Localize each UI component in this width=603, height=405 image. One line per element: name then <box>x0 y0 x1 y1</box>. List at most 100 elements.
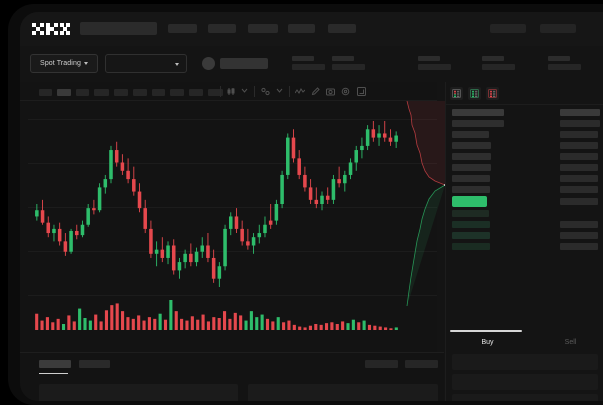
bid-price <box>452 243 490 250</box>
timeframe-chip-4[interactable] <box>114 89 128 96</box>
okx-logo-icon[interactable] <box>32 23 70 35</box>
settings-gear-icon[interactable] <box>341 87 350 96</box>
chevron-down-icon[interactable] <box>276 87 283 94</box>
top-navigation-bar <box>20 12 603 46</box>
nav-item-more[interactable] <box>328 24 356 33</box>
timeframe-chip-3[interactable] <box>94 89 109 96</box>
pencil-icon[interactable] <box>311 87 320 96</box>
toolbar-divider <box>254 86 255 97</box>
nav-item-trade[interactable] <box>208 24 236 33</box>
order-book-bid-row[interactable] <box>446 230 603 241</box>
order-book-ask-row[interactable] <box>446 151 603 162</box>
orderbook-view-modes <box>450 87 499 100</box>
last-price-value <box>452 196 487 207</box>
timeframe-chip-5[interactable] <box>133 89 147 96</box>
bid-price <box>452 221 490 228</box>
ask-price <box>452 120 504 127</box>
camera-icon[interactable] <box>326 87 335 96</box>
ask-price <box>452 131 489 138</box>
order-book-ask-row[interactable] <box>446 173 603 184</box>
timeframe-chip-2[interactable] <box>76 89 89 96</box>
tab-order-history[interactable] <box>79 360 110 368</box>
order-book-ask-row[interactable] <box>446 140 603 151</box>
order-book-ask-row[interactable] <box>446 162 603 173</box>
timeframe-chip-8[interactable] <box>189 89 203 96</box>
toolbar-divider <box>220 86 221 97</box>
ask-amount <box>560 120 600 127</box>
chevron-down-icon[interactable] <box>241 87 248 94</box>
timeframe-chip-0[interactable] <box>39 89 52 96</box>
timeframe-chip-1[interactable] <box>57 89 71 96</box>
timeframe-chip-9[interactable] <box>208 89 223 96</box>
last-price-amount <box>560 198 598 205</box>
panel-divider <box>446 104 603 105</box>
stat-low-24h <box>482 56 515 70</box>
trade-side-tabs: Buy Sell <box>446 334 603 350</box>
market-depth-overlay <box>406 101 445 312</box>
trading-pair-name <box>220 58 268 69</box>
order-book-bid-row[interactable] <box>446 241 603 252</box>
order-book-ask-row[interactable] <box>446 118 603 129</box>
timeframe-chip-7[interactable] <box>170 89 184 96</box>
order-book-ask-row[interactable] <box>446 184 603 195</box>
orders-panel <box>20 352 444 401</box>
nav-item-earn[interactable] <box>288 24 315 33</box>
tab-open-orders[interactable] <box>39 360 71 368</box>
device-bezel: Spot Trading <box>8 4 603 405</box>
coin-avatar-icon <box>202 57 215 70</box>
ask-price <box>452 142 491 149</box>
active-tab-underline <box>39 373 68 374</box>
order-book-rows[interactable] <box>446 107 603 252</box>
stat-label <box>418 56 440 61</box>
chart-gridline <box>28 251 437 252</box>
ask-amount <box>560 153 598 160</box>
stat-label <box>548 56 570 61</box>
orderbook-mode-asks-icon[interactable] <box>486 87 499 100</box>
column-header-amount <box>560 109 600 116</box>
trading-pair-select[interactable] <box>105 54 187 73</box>
stat-high-24h <box>418 56 451 70</box>
order-book-ask-row[interactable] <box>446 129 603 140</box>
timeframe-chip-6[interactable] <box>152 89 165 96</box>
chevron-down-icon <box>83 62 88 65</box>
tab-sell[interactable]: Sell <box>564 338 577 346</box>
nav-item-markets[interactable] <box>168 24 197 33</box>
price-chart[interactable] <box>20 101 437 352</box>
nav-right-assets[interactable] <box>490 24 526 33</box>
order-list-block-left <box>39 384 238 401</box>
stat-label <box>292 56 314 61</box>
stat-value <box>332 64 365 70</box>
ask-amount <box>560 142 598 149</box>
chart-gridline <box>28 295 437 296</box>
panel-action-hide-other-pairs[interactable] <box>365 360 398 368</box>
tab-buy[interactable]: Buy <box>481 338 494 346</box>
chart-toolbar <box>20 82 437 101</box>
order-amount-field[interactable] <box>452 374 598 390</box>
orderbook-mode-both-icon[interactable] <box>450 87 463 100</box>
fullscreen-icon[interactable] <box>357 87 366 96</box>
orderbook-mode-bids-icon[interactable] <box>468 87 481 100</box>
market-type-select[interactable]: Spot Trading <box>30 54 98 73</box>
candlestick-type-icon[interactable] <box>227 87 236 96</box>
market-type-label: Spot Trading <box>40 60 81 67</box>
line-chart-icon[interactable] <box>295 87 305 96</box>
stat-value <box>292 64 325 70</box>
order-price-field[interactable] <box>452 354 598 370</box>
order-total-field[interactable] <box>452 394 598 401</box>
order-book-header <box>446 107 603 118</box>
panel-action-cancel-all[interactable] <box>405 360 438 368</box>
chart-gridline <box>28 207 437 208</box>
global-search-input[interactable] <box>80 22 157 35</box>
nav-item-derivatives[interactable] <box>248 24 278 33</box>
bid-price <box>452 232 490 239</box>
ask-amount <box>560 131 598 138</box>
ask-price <box>452 153 491 160</box>
nav-right-account[interactable] <box>540 24 576 33</box>
column-header-price <box>452 109 504 116</box>
chart-gridline <box>28 119 437 120</box>
indicators-icon[interactable] <box>261 87 270 96</box>
panel-scroll-indicator[interactable] <box>450 330 522 332</box>
order-book-bid-row[interactable] <box>446 219 603 230</box>
order-book-bid-row[interactable] <box>446 208 603 219</box>
